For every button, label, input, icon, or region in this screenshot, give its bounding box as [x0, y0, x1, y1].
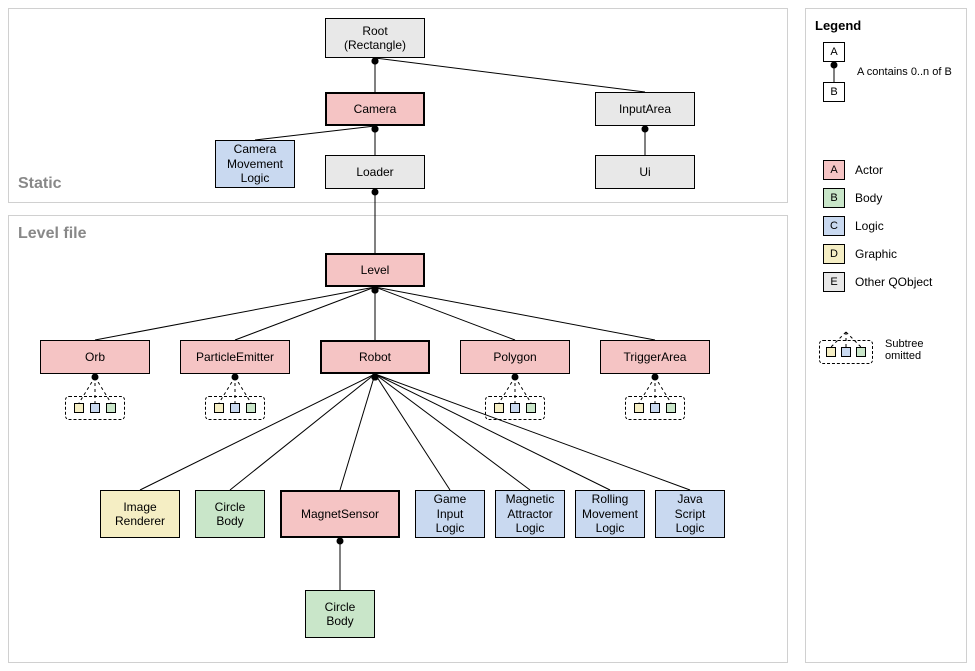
node-ui: Ui	[595, 155, 695, 189]
legend-cat-graphic: D	[823, 244, 845, 264]
node-camera: Camera	[325, 92, 425, 126]
node-loader: Loader	[325, 155, 425, 189]
subtree-square	[650, 403, 660, 413]
legend-cat-label-logic: Logic	[855, 219, 884, 233]
legend-cat-label-other: Other QObject	[855, 275, 932, 289]
legend-cat-other: E	[823, 272, 845, 292]
node-polygon: Polygon	[460, 340, 570, 374]
subtree-square	[106, 403, 116, 413]
legend-subtree-square	[856, 347, 866, 357]
legend-cat-label-graphic: Graphic	[855, 247, 897, 261]
node-cbody1: Circle Body	[195, 490, 265, 538]
legend-cat-label-actor: Actor	[855, 163, 883, 177]
node-level: Level	[325, 253, 425, 287]
subtree-square	[214, 403, 224, 413]
subtree-square	[526, 403, 536, 413]
subtree-square	[90, 403, 100, 413]
panel-static-label: Static	[18, 175, 62, 193]
legend-a-box: A	[823, 42, 845, 62]
legend-subtree-square	[841, 347, 851, 357]
legend-ab-text: A contains 0..n of B	[857, 66, 967, 78]
legend-title: Legend	[815, 18, 861, 33]
legend-b-box: B	[823, 82, 845, 102]
subtree-square	[634, 403, 644, 413]
legend-cat-label-body: Body	[855, 191, 882, 205]
node-magattr: Magnetic Attractor Logic	[495, 490, 565, 538]
node-pemitter: ParticleEmitter	[180, 340, 290, 374]
node-magsensor: MagnetSensor	[280, 490, 400, 538]
subtree-square	[230, 403, 240, 413]
node-orb: Orb	[40, 340, 150, 374]
legend-subtree-label: Subtree omitted	[885, 338, 924, 362]
diagram-canvas: Static Level file Legend Root (Rectangle…	[0, 0, 975, 671]
node-imgrender: Image Renderer	[100, 490, 180, 538]
node-cbody2: Circle Body	[305, 590, 375, 638]
subtree-square	[510, 403, 520, 413]
node-robot: Robot	[320, 340, 430, 374]
subtree-square	[494, 403, 504, 413]
legend-cat-actor: A	[823, 160, 845, 180]
node-rollmove: Rolling Movement Logic	[575, 490, 645, 538]
panel-legend	[805, 8, 967, 663]
panel-level-label: Level file	[18, 225, 86, 243]
node-jslogic: Java Script Logic	[655, 490, 725, 538]
node-root: Root (Rectangle)	[325, 18, 425, 58]
legend-cat-body: B	[823, 188, 845, 208]
legend-cat-logic: C	[823, 216, 845, 236]
node-trigger: TriggerArea	[600, 340, 710, 374]
legend-subtree-square	[826, 347, 836, 357]
subtree-square	[246, 403, 256, 413]
subtree-square	[666, 403, 676, 413]
node-ginput: Game Input Logic	[415, 490, 485, 538]
subtree-square	[74, 403, 84, 413]
node-inputarea: InputArea	[595, 92, 695, 126]
node-camlogic: Camera Movement Logic	[215, 140, 295, 188]
